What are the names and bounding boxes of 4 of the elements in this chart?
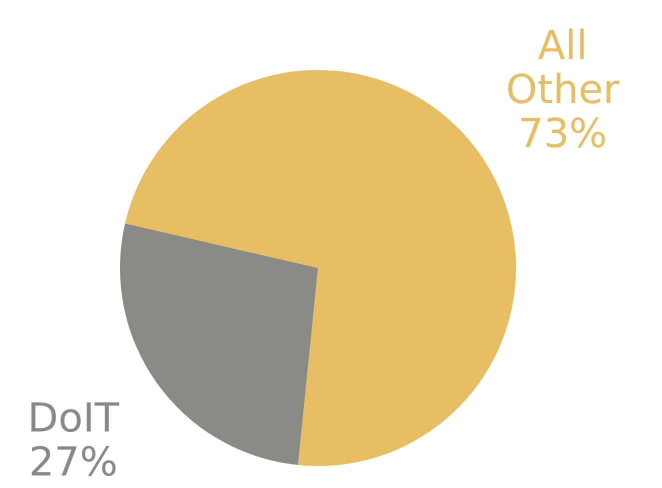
data-label: 73% [518,111,608,158]
slice-label: DoIT [28,396,120,442]
data-label: 27% [28,440,118,486]
slice-label: All Other [506,23,620,114]
